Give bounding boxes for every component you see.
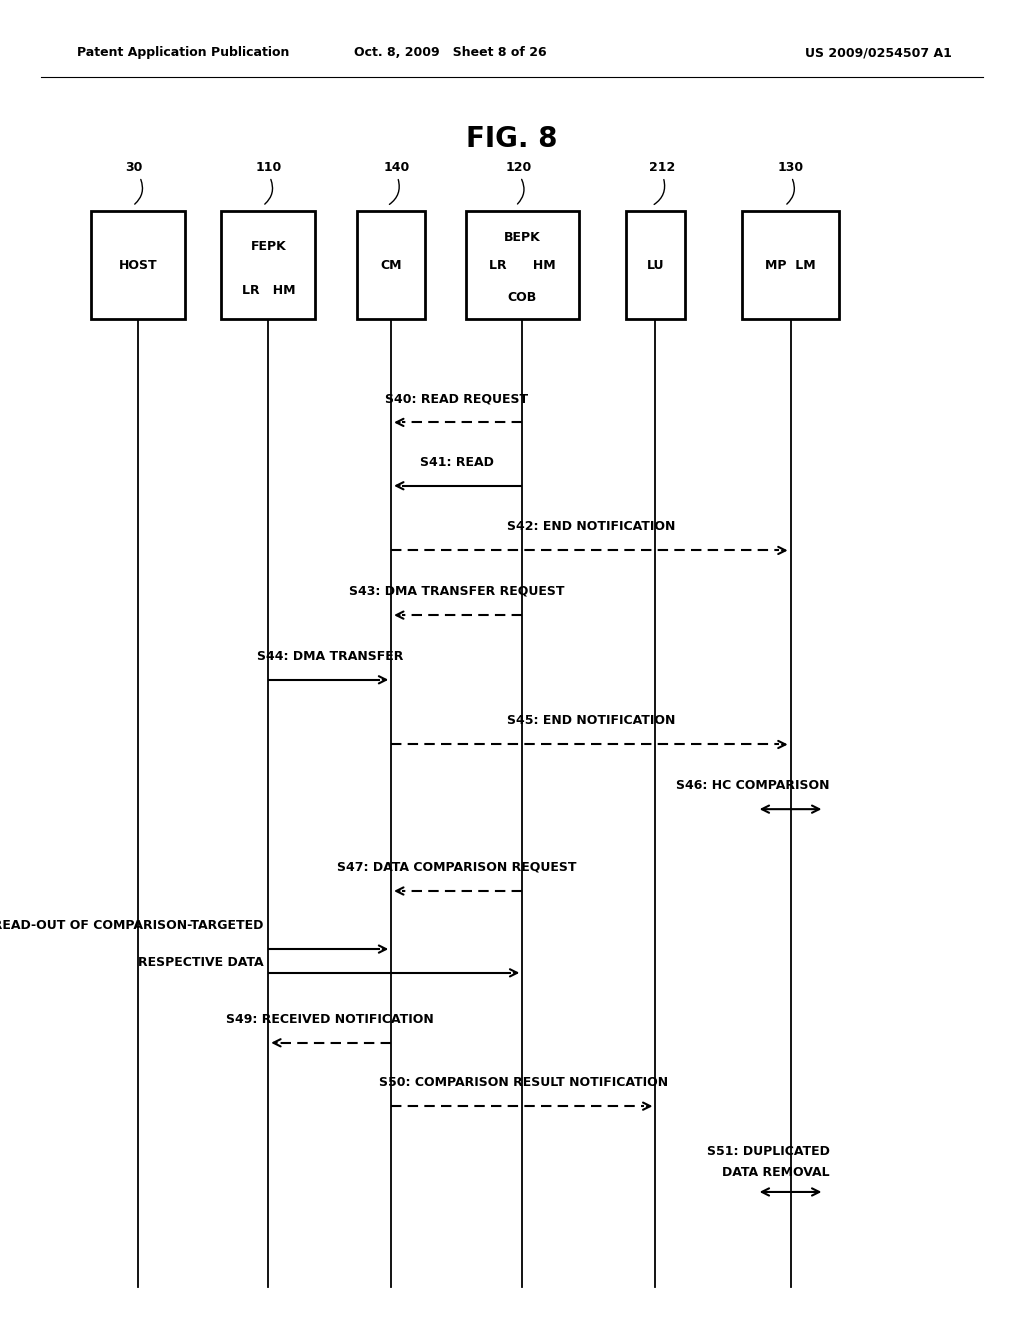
Text: S40: READ REQUEST: S40: READ REQUEST: [385, 392, 528, 405]
FancyBboxPatch shape: [626, 211, 685, 319]
Text: 130: 130: [777, 161, 803, 174]
Text: 30: 30: [125, 161, 142, 174]
FancyBboxPatch shape: [221, 211, 315, 319]
Text: S42: END NOTIFICATION: S42: END NOTIFICATION: [507, 520, 675, 533]
Text: S41: READ: S41: READ: [420, 455, 494, 469]
Text: 120: 120: [506, 161, 532, 174]
Text: HOST: HOST: [119, 259, 158, 272]
Text: Patent Application Publication: Patent Application Publication: [77, 46, 289, 59]
Text: BEPK: BEPK: [504, 231, 541, 244]
Text: S44: DMA TRANSFER: S44: DMA TRANSFER: [257, 649, 402, 663]
Text: S50: COMPARISON RESULT NOTIFICATION: S50: COMPARISON RESULT NOTIFICATION: [379, 1076, 668, 1089]
Text: FEPK: FEPK: [251, 240, 286, 253]
Text: S43: DMA TRANSFER REQUEST: S43: DMA TRANSFER REQUEST: [349, 585, 564, 598]
Text: S46: HC COMPARISON: S46: HC COMPARISON: [676, 779, 829, 792]
FancyBboxPatch shape: [741, 211, 840, 319]
Text: 212: 212: [649, 161, 675, 174]
Text: CM: CM: [381, 259, 401, 272]
Text: FIG. 8: FIG. 8: [466, 124, 558, 153]
Text: Oct. 8, 2009   Sheet 8 of 26: Oct. 8, 2009 Sheet 8 of 26: [354, 46, 547, 59]
Text: 110: 110: [255, 161, 282, 174]
Text: S45: END NOTIFICATION: S45: END NOTIFICATION: [507, 714, 675, 727]
Text: LU: LU: [646, 259, 665, 272]
Text: MP  LM: MP LM: [765, 259, 816, 272]
Text: RESPECTIVE DATA: RESPECTIVE DATA: [137, 956, 263, 969]
Text: S51: DUPLICATED: S51: DUPLICATED: [707, 1144, 829, 1158]
Text: S48: READ-OUT OF COMPARISON-TARGETED: S48: READ-OUT OF COMPARISON-TARGETED: [0, 919, 263, 932]
Text: 140: 140: [383, 161, 410, 174]
Text: S47: DATA COMPARISON REQUEST: S47: DATA COMPARISON REQUEST: [337, 861, 577, 874]
FancyBboxPatch shape: [357, 211, 425, 319]
Text: LR   HM: LR HM: [242, 284, 295, 297]
Text: LR      HM: LR HM: [488, 259, 556, 272]
Text: COB: COB: [508, 292, 537, 305]
Text: S49: RECEIVED NOTIFICATION: S49: RECEIVED NOTIFICATION: [226, 1012, 433, 1026]
FancyBboxPatch shape: [91, 211, 185, 319]
FancyBboxPatch shape: [466, 211, 579, 319]
Text: US 2009/0254507 A1: US 2009/0254507 A1: [806, 46, 952, 59]
Text: DATA REMOVAL: DATA REMOVAL: [722, 1166, 829, 1179]
